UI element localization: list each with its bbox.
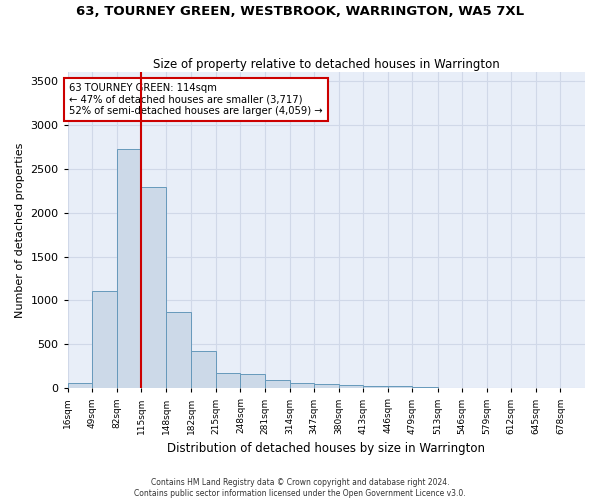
Bar	[388, 386, 412, 388]
Bar	[117, 150, 142, 388]
Bar	[216, 374, 241, 388]
Bar	[142, 187, 166, 388]
Bar	[338, 385, 363, 388]
Bar	[241, 374, 265, 388]
Bar	[265, 380, 290, 388]
Title: Size of property relative to detached houses in Warrington: Size of property relative to detached ho…	[153, 58, 500, 71]
Text: Contains HM Land Registry data © Crown copyright and database right 2024.
Contai: Contains HM Land Registry data © Crown c…	[134, 478, 466, 498]
Bar	[92, 291, 117, 388]
Text: 63 TOURNEY GREEN: 114sqm
← 47% of detached houses are smaller (3,717)
52% of sem: 63 TOURNEY GREEN: 114sqm ← 47% of detach…	[69, 82, 323, 116]
Bar	[363, 386, 388, 388]
Bar	[191, 351, 216, 389]
Y-axis label: Number of detached properties: Number of detached properties	[15, 142, 25, 318]
Text: 63, TOURNEY GREEN, WESTBROOK, WARRINGTON, WA5 7XL: 63, TOURNEY GREEN, WESTBROOK, WARRINGTON…	[76, 5, 524, 18]
Bar	[166, 312, 191, 388]
Bar	[314, 384, 338, 388]
Bar	[68, 384, 92, 388]
Bar	[290, 382, 314, 388]
X-axis label: Distribution of detached houses by size in Warrington: Distribution of detached houses by size …	[167, 442, 485, 455]
